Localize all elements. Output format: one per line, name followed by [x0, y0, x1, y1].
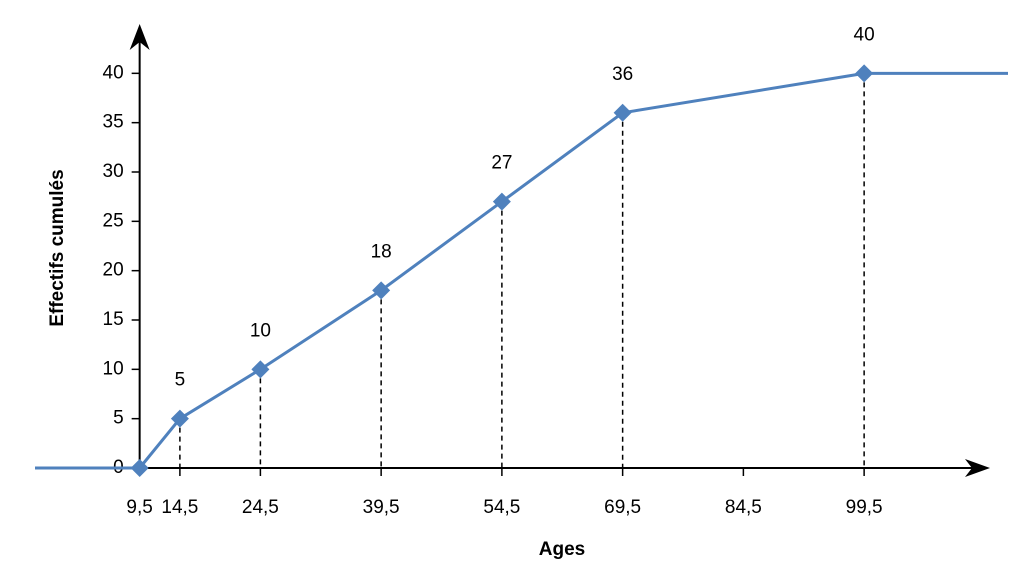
data-label: 10: [250, 320, 271, 341]
y-tick-label: 15: [103, 309, 124, 330]
data-label: 36: [612, 64, 633, 85]
x-axis-arrow: [965, 459, 990, 477]
y-tick-label: 25: [103, 210, 124, 231]
data-label: 5: [175, 370, 186, 391]
data-label: 40: [854, 24, 875, 45]
x-axis-title: Ages: [539, 539, 585, 560]
marker: [130, 459, 149, 477]
y-tick-label: 5: [113, 408, 124, 429]
y-tick-label: 40: [103, 62, 124, 83]
marker: [855, 64, 874, 83]
marker: [170, 409, 189, 428]
marker: [372, 281, 391, 300]
y-tick-label: 35: [103, 112, 124, 133]
y-tick-label: 10: [103, 358, 124, 379]
y-tick-label: 20: [103, 260, 124, 281]
y-tick-label: 30: [103, 161, 124, 182]
x-tick-label: 84,5: [725, 497, 762, 518]
x-tick-label: 14,5: [161, 497, 198, 518]
x-tick-label: 54,5: [483, 497, 520, 518]
marker: [613, 103, 632, 122]
y-axis-arrow: [129, 24, 150, 50]
y-axis-title: Effectifs cumulés: [47, 169, 68, 326]
x-tick-label: 69,5: [604, 497, 641, 518]
marker: [251, 360, 270, 379]
marker: [492, 192, 511, 211]
data-label: 18: [371, 241, 392, 262]
x-tick-label: 39,5: [363, 497, 400, 518]
x-tick-label: 9,5: [126, 497, 152, 518]
x-tick-label: 99,5: [846, 497, 883, 518]
x-tick-label: 24,5: [242, 497, 279, 518]
data-label: 27: [491, 153, 512, 174]
